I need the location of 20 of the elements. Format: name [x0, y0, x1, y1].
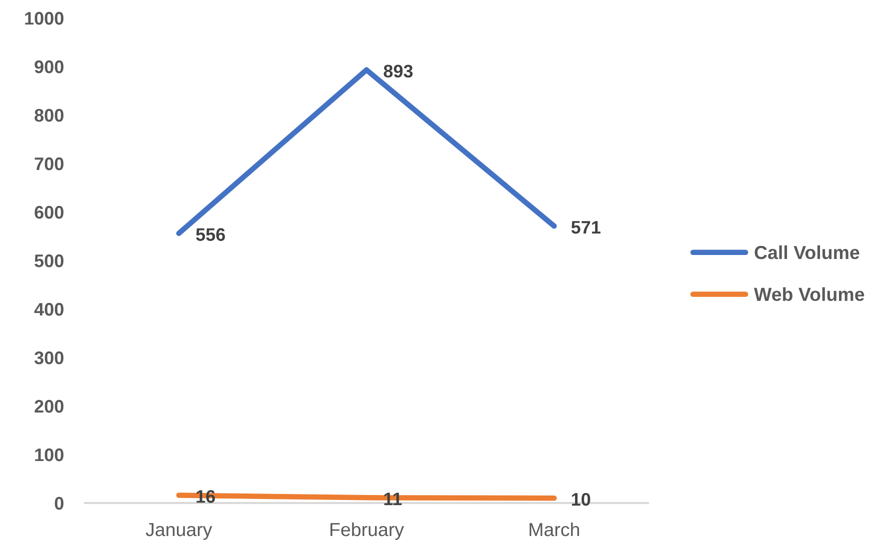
y-tick-label: 800: [34, 108, 64, 122]
y-tick-label: 600: [34, 206, 64, 219]
y-tick-label: 200: [34, 400, 64, 413]
y-tick-label: 100: [35, 448, 64, 462]
y-tick-label: 0: [54, 496, 64, 510]
x-tick-label: March: [530, 522, 579, 536]
data-label: 571: [571, 221, 600, 234]
x-tick-label: February: [330, 522, 404, 540]
y-tick-label: 400: [34, 302, 64, 316]
y-tick-label: 1000: [25, 12, 64, 25]
y-tick-label: 500: [34, 254, 64, 268]
legend-label: Web Volume: [754, 287, 864, 302]
legend-label: Call Volume: [754, 245, 860, 260]
y-tick-label: 900: [34, 60, 64, 74]
data-label: 893: [384, 64, 413, 78]
data-label: 10: [572, 492, 590, 506]
x-tick-label: January: [146, 523, 212, 540]
y-tick-label: 300: [34, 351, 64, 364]
data-label: 556: [196, 228, 225, 241]
y-tick-label: 700: [34, 157, 64, 170]
